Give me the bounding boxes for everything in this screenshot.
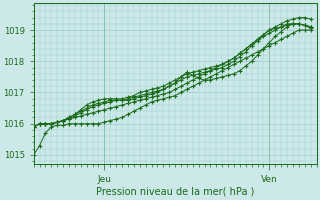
X-axis label: Pression niveau de la mer( hPa ): Pression niveau de la mer( hPa ) (96, 187, 254, 197)
